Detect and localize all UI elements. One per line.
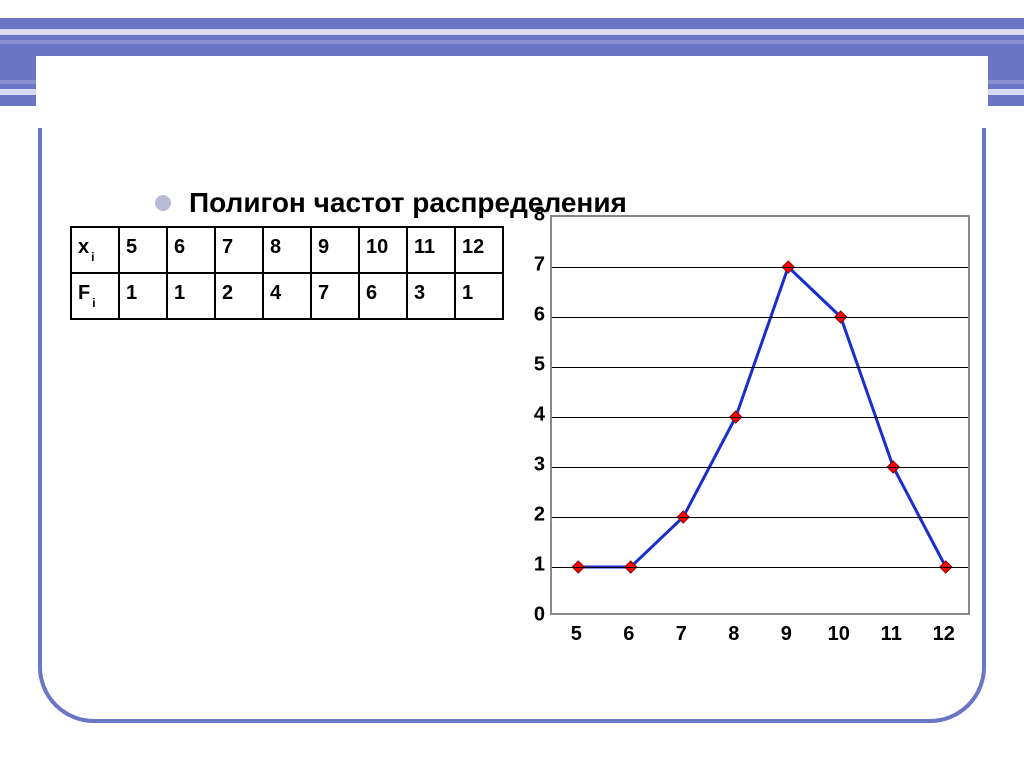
y-axis-label: 5 — [534, 354, 545, 377]
row-header-f: Fi — [71, 273, 119, 319]
bullet-icon — [155, 195, 171, 211]
y-axis-label: 4 — [534, 404, 545, 427]
gridline-horizontal — [552, 517, 968, 518]
table-cell: 6 — [167, 227, 215, 273]
x-axis-label: 8 — [728, 623, 739, 646]
gridline-horizontal — [552, 567, 968, 568]
y-axis-label: 7 — [534, 254, 545, 277]
table-cell: 11 — [407, 227, 455, 273]
chart-plot-area — [550, 215, 970, 615]
table-cell: 2 — [215, 273, 263, 319]
frame-top-mask — [36, 56, 988, 128]
y-axis-label: 8 — [534, 204, 545, 227]
chart-svg — [552, 217, 968, 613]
x-axis-label: 6 — [623, 623, 634, 646]
x-axis-label: 5 — [571, 623, 582, 646]
gridline-horizontal — [552, 467, 968, 468]
x-axis-label: 9 — [781, 623, 792, 646]
table-cell: 7 — [311, 273, 359, 319]
table-cell: 3 — [407, 273, 455, 319]
table-row: xi 5 6 7 8 9 10 11 12 — [71, 227, 503, 273]
gridline-horizontal — [552, 267, 968, 268]
table-cell: 4 — [263, 273, 311, 319]
gridline-horizontal — [552, 417, 968, 418]
y-axis-label: 3 — [534, 454, 545, 477]
table-cell: 12 — [455, 227, 503, 273]
gridline-horizontal — [552, 317, 968, 318]
table-cell: 10 — [359, 227, 407, 273]
table-cell: 1 — [455, 273, 503, 319]
x-axis-label: 7 — [676, 623, 687, 646]
frequency-table: xi 5 6 7 8 9 10 11 12 Fi 1 1 2 4 7 6 3 1 — [70, 226, 504, 320]
x-axis-label: 11 — [881, 623, 902, 646]
y-axis-label: 1 — [534, 554, 545, 577]
table-cell: 7 — [215, 227, 263, 273]
table-cell: 1 — [119, 273, 167, 319]
y-axis-label: 6 — [534, 304, 545, 327]
table-cell: 5 — [119, 227, 167, 273]
table-cell: 6 — [359, 273, 407, 319]
frequency-polygon-chart: 01234567856789101112 — [510, 215, 975, 670]
header-accent-line — [0, 40, 1024, 44]
table-cell: 1 — [167, 273, 215, 319]
row-header-x: xi — [71, 227, 119, 273]
x-axis-label: 10 — [828, 623, 850, 646]
y-axis-label: 0 — [534, 604, 545, 627]
y-axis-label: 2 — [534, 504, 545, 527]
x-axis-label: 12 — [933, 623, 955, 646]
table-cell: 8 — [263, 227, 311, 273]
table-row: Fi 1 1 2 4 7 6 3 1 — [71, 273, 503, 319]
gridline-horizontal — [552, 367, 968, 368]
table-cell: 9 — [311, 227, 359, 273]
